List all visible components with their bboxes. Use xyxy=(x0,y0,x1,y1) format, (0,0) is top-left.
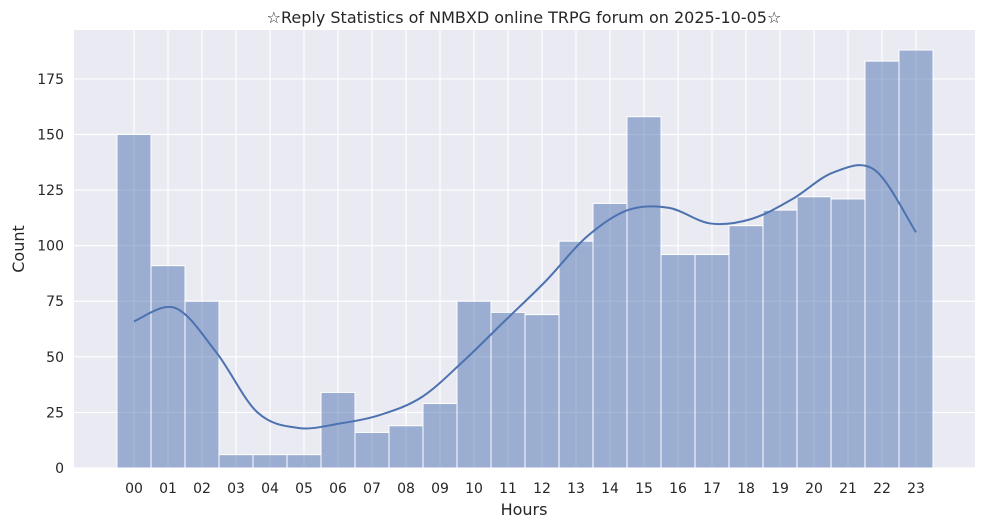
bar-07 xyxy=(354,431,390,469)
bar-08 xyxy=(388,425,424,469)
bar-18 xyxy=(728,225,764,469)
bar-21 xyxy=(830,198,866,469)
y-tick-label: 0 xyxy=(55,461,64,477)
x-tick-label: 06 xyxy=(329,481,347,497)
x-tick-label: 19 xyxy=(771,481,789,497)
x-tick-label: 23 xyxy=(907,481,925,497)
x-tick-label: 16 xyxy=(669,481,687,497)
bar-03 xyxy=(218,454,254,469)
x-tick-label: 17 xyxy=(703,481,721,497)
y-tick-label: 175 xyxy=(37,72,64,88)
bar-22 xyxy=(864,60,900,469)
bar-14 xyxy=(592,202,628,469)
chart-title: ☆Reply Statistics of NMBXD online TRPG f… xyxy=(267,8,782,27)
bar-10 xyxy=(456,300,492,469)
x-tick-label: 05 xyxy=(295,481,313,497)
bar-19 xyxy=(762,209,798,469)
x-tick-label: 12 xyxy=(533,481,551,497)
bar-04 xyxy=(252,454,288,469)
bar-02 xyxy=(184,300,220,469)
y-tick-label: 25 xyxy=(46,405,64,421)
bar-16 xyxy=(660,254,696,469)
x-tick-labels: 00 01 02 03 04 05 06 07 08 09 10 11 12 13 14 15 16 17 18 19… xyxy=(125,481,925,497)
x-tick-label: 00 xyxy=(125,481,143,497)
bar-12 xyxy=(524,314,560,469)
y-tick-label: 50 xyxy=(46,350,64,366)
x-tick-label: 21 xyxy=(839,481,857,497)
bar-05 xyxy=(286,454,322,469)
x-tick-label: 04 xyxy=(261,481,279,497)
bar-00 xyxy=(116,133,152,469)
x-tick-label: 20 xyxy=(805,481,823,497)
x-axis-label: Hours xyxy=(501,500,548,519)
bar-13 xyxy=(558,240,594,469)
bar-17 xyxy=(694,254,730,469)
x-tick-label: 10 xyxy=(465,481,483,497)
x-tick-label: 09 xyxy=(431,481,449,497)
bar-23 xyxy=(898,49,934,469)
bar-15 xyxy=(626,116,662,469)
x-tick-label: 01 xyxy=(159,481,177,497)
x-tick-label: 11 xyxy=(499,481,517,497)
x-tick-label: 18 xyxy=(737,481,755,497)
y-tick-label: 75 xyxy=(46,294,64,310)
x-tick-label: 13 xyxy=(567,481,585,497)
x-tick-label: 22 xyxy=(873,481,891,497)
y-tick-label: 125 xyxy=(37,183,64,199)
bar-09 xyxy=(422,403,458,469)
y-axis-label: Count xyxy=(9,225,28,273)
kde-line xyxy=(133,164,917,430)
x-tick-label: 03 xyxy=(227,481,245,497)
x-tick-label: 14 xyxy=(601,481,619,497)
y-tick-labels: 0 25 50 75 100 125 150 175 xyxy=(37,72,64,477)
x-tick-label: 15 xyxy=(635,481,653,497)
x-tick-label: 02 xyxy=(193,481,211,497)
bar-01 xyxy=(150,265,186,469)
y-tick-label: 100 xyxy=(37,239,64,255)
bar-06 xyxy=(320,391,356,469)
bar-11 xyxy=(490,311,526,469)
bars xyxy=(116,49,934,469)
bar-20 xyxy=(796,196,832,469)
x-tick-label: 07 xyxy=(363,481,381,497)
y-tick-label: 150 xyxy=(37,127,64,143)
x-tick-label: 08 xyxy=(397,481,415,497)
